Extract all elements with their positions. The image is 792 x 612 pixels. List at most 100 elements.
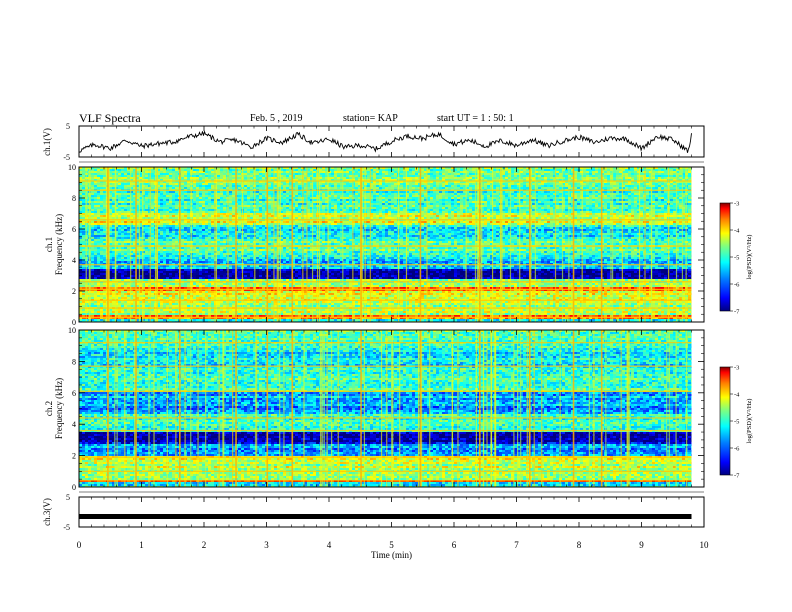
spectrogram-cell xyxy=(622,199,626,202)
spectrogram-cell xyxy=(538,177,542,180)
spectrogram-cell xyxy=(328,191,332,194)
spectrogram-cell xyxy=(391,203,395,206)
spectrogram-cell xyxy=(196,183,200,186)
spectrogram-cell xyxy=(304,173,308,176)
spectrogram-cell xyxy=(325,199,329,202)
spectrogram-cell xyxy=(592,185,596,188)
spectrogram-cell xyxy=(610,207,614,210)
spectrogram-cell xyxy=(79,171,83,174)
spectrogram-cell xyxy=(505,191,509,194)
spectrogram-cell xyxy=(487,205,491,208)
spectrogram-cell xyxy=(163,183,167,186)
spectrogram-cell xyxy=(223,177,227,180)
spectrogram-cell xyxy=(259,207,263,210)
spectrogram-cell xyxy=(433,171,437,174)
spectrogram-cell xyxy=(439,211,443,214)
spectrogram-cell xyxy=(211,205,215,208)
spectrogram-cell xyxy=(310,193,314,196)
spectrogram-cell xyxy=(547,185,551,188)
spectrogram-cell xyxy=(115,205,119,208)
spectrogram-cell xyxy=(232,173,236,176)
spectrogram-cell xyxy=(367,177,371,180)
spectrogram-cell xyxy=(469,205,473,208)
spectrogram-cell xyxy=(247,193,251,196)
spectrogram-cell xyxy=(433,169,437,172)
spectrogram-cell xyxy=(442,169,446,172)
spectrogram-cell xyxy=(271,207,275,210)
spectrogram-cell xyxy=(538,173,542,176)
spectrogram-cell xyxy=(439,197,443,200)
spectrogram-cell xyxy=(634,175,638,178)
spectrogram-cell xyxy=(208,173,212,176)
spectrogram-cell xyxy=(289,185,293,188)
spectrogram-cell xyxy=(553,207,557,210)
spectrogram-cell xyxy=(349,167,353,170)
spectrogram-cell xyxy=(385,209,389,212)
spectrogram-cell xyxy=(673,185,677,188)
spectrogram-cell xyxy=(127,175,131,178)
spectrogram-cell xyxy=(634,213,638,216)
spectrogram-cell xyxy=(304,171,308,174)
spectrogram-cell xyxy=(568,179,572,182)
spectrogram-cell xyxy=(238,209,242,212)
spectrogram-cell xyxy=(547,195,551,198)
spectrogram-cell xyxy=(490,211,494,214)
spectrogram-cell xyxy=(508,205,512,208)
spectrogram-cell xyxy=(100,205,104,208)
spectrogram-cell xyxy=(664,183,668,186)
spectrogram-cell xyxy=(157,199,161,202)
spectrogram-cell xyxy=(520,173,524,176)
spectrogram-cell xyxy=(79,211,83,214)
spectrogram-cell xyxy=(673,211,677,214)
spectrogram-cell xyxy=(394,195,398,198)
spectrogram-cell xyxy=(484,193,488,196)
spectrogram-cell xyxy=(274,181,278,184)
spectrogram-cell xyxy=(232,191,236,194)
spectrogram-cell xyxy=(214,205,218,208)
spectrogram-cell xyxy=(217,195,221,198)
spectrogram-cell xyxy=(436,201,440,204)
spectrogram-cell xyxy=(682,171,686,174)
spectrogram-cell xyxy=(157,183,161,186)
spectrogram-cell xyxy=(130,169,134,172)
spectrogram-cell xyxy=(367,171,371,174)
spectrogram-cell xyxy=(526,197,530,200)
spectrogram-cell xyxy=(460,169,464,172)
spectrogram-cell xyxy=(346,171,350,174)
spectrogram-cell xyxy=(490,177,494,180)
spectrogram-cell xyxy=(142,199,146,202)
spectrogram-cell xyxy=(409,203,413,206)
spectrogram-cell xyxy=(493,175,497,178)
spectrogram-cell xyxy=(289,179,293,182)
spectrogram-cell xyxy=(442,183,446,186)
spectrogram-cell xyxy=(535,201,539,204)
spectrogram-cell xyxy=(280,215,284,218)
spectrogram-cell xyxy=(559,201,563,204)
spectrogram-cell xyxy=(412,191,416,194)
spectrogram-cell xyxy=(82,177,86,180)
spectrogram-cell xyxy=(271,181,275,184)
spectrogram-cell xyxy=(82,209,86,212)
spectrogram-cell xyxy=(337,211,341,214)
spectrogram-cell xyxy=(562,177,566,180)
spectrogram-cell xyxy=(382,191,386,194)
spectrogram-cell xyxy=(496,177,500,180)
spectrogram-cell xyxy=(247,175,251,178)
spectrogram-cell xyxy=(382,181,386,184)
spectrogram-cell xyxy=(577,177,581,180)
spectrogram-cell xyxy=(130,213,134,216)
spectrogram-cell xyxy=(196,199,200,202)
spectrogram-cell xyxy=(466,201,470,204)
spectrogram-cell xyxy=(187,199,191,202)
spectrogram-cell xyxy=(169,173,173,176)
spectrogram-cell xyxy=(409,187,413,190)
ch1-trace-line xyxy=(78,130,692,153)
spectrogram-cell xyxy=(151,167,155,170)
spectrogram-cell xyxy=(442,181,446,184)
spectrogram-cell xyxy=(460,203,464,206)
spectrogram-cell xyxy=(94,211,98,214)
spectrogram-cell xyxy=(298,195,302,198)
spectrogram-cell xyxy=(256,173,260,176)
spectrogram-cell xyxy=(163,205,167,208)
spectrogram-cell xyxy=(436,209,440,212)
